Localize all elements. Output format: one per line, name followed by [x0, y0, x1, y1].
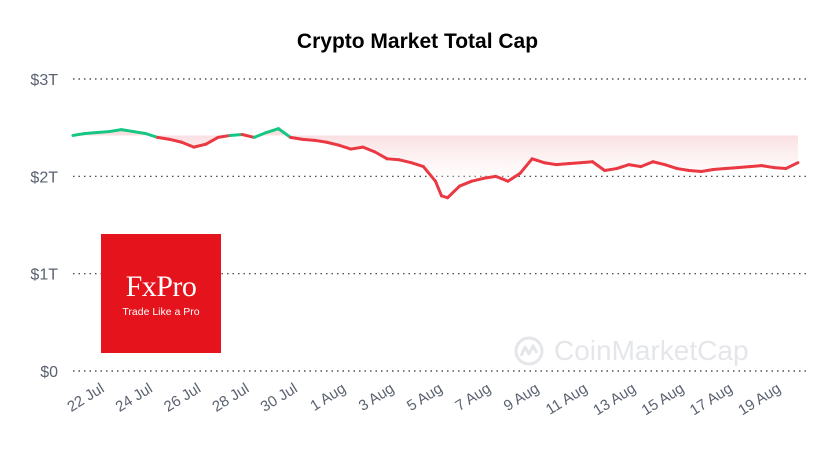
series-segment: [180, 140, 196, 149]
series-segment: [494, 174, 510, 183]
series-segment: [301, 137, 317, 142]
series-segment: [83, 131, 99, 136]
fxpro-logo-name: FxPro: [125, 270, 197, 303]
series-segment: [337, 143, 353, 151]
series-segment: [433, 179, 443, 198]
series-segment: [325, 140, 341, 147]
series-segment: [228, 132, 244, 137]
y-tick-label: $2T: [30, 169, 58, 186]
y-tick-label: $3T: [30, 72, 58, 89]
x-tick-label: 19 Aug: [735, 380, 784, 419]
x-tick-label: 3 Aug: [356, 380, 398, 415]
x-tick-label: 9 Aug: [501, 380, 543, 415]
series-segment: [95, 130, 111, 135]
series-segment: [131, 130, 147, 136]
y-tick-label: $1T: [30, 267, 58, 284]
x-tick-label: 26 Jul: [161, 380, 204, 416]
coinmarketcap-icon: [514, 336, 544, 366]
series-segment: [687, 168, 703, 173]
series-segment: [458, 179, 474, 188]
fxpro-logo: FxPro Trade Like a Pro: [101, 234, 221, 353]
series-segment: [240, 132, 256, 139]
series-segment: [397, 158, 413, 165]
series-segment: [421, 165, 437, 183]
series-segment: [542, 161, 558, 167]
series-segment: [252, 131, 268, 139]
coinmarketcap-watermark: CoinMarketCap: [514, 335, 749, 367]
series-segment: [276, 127, 292, 139]
series-segment: [651, 160, 667, 167]
series-segment: [711, 167, 727, 172]
series-segment: [470, 176, 486, 183]
series-segment: [663, 163, 679, 171]
x-tick-label: 28 Jul: [209, 380, 252, 416]
series-segment: [578, 160, 595, 165]
series-segment: [192, 142, 208, 149]
series-segment: [566, 161, 582, 166]
series-segment: [675, 167, 691, 172]
series-segment: [288, 135, 305, 141]
x-tick-label: 5 Aug: [404, 380, 446, 415]
x-tick-label: 11 Aug: [543, 380, 591, 419]
series-segment: [349, 145, 365, 151]
series-segment: [615, 163, 631, 171]
series-segment: [119, 128, 135, 134]
area-fill: [73, 128, 798, 198]
series-segment: [143, 132, 160, 139]
series-segment: [506, 171, 522, 183]
x-tick-label: 15 Aug: [639, 380, 688, 419]
x-tick-label: 24 Jul: [113, 380, 156, 416]
series-segment: [699, 168, 715, 173]
series-segment: [264, 127, 280, 135]
x-tick-label: 22 Jul: [64, 380, 107, 416]
series-segment: [591, 160, 607, 172]
series-segment: [518, 157, 534, 175]
fxpro-logo-tagline: Trade Like a Pro: [122, 306, 200, 318]
series-segment: [723, 166, 740, 171]
series-segment: [627, 163, 643, 169]
series-segment: [107, 128, 123, 134]
series-segment: [168, 137, 184, 144]
x-tick-label: 17 Aug: [687, 380, 736, 419]
series-segment: [373, 150, 389, 161]
x-tick-label: 1 Aug: [307, 380, 349, 415]
series-segment: [446, 184, 462, 200]
series-segment: [736, 165, 752, 170]
x-tick-label: 13 Aug: [590, 380, 639, 419]
series-segment: [313, 138, 329, 144]
series-segment: [409, 161, 425, 169]
series-segment: [204, 135, 220, 146]
series-segment: [385, 157, 401, 162]
series-segment: [554, 162, 570, 167]
x-tick-label: 7 Aug: [452, 380, 494, 415]
series-segment: [216, 133, 232, 139]
series-segment: [156, 135, 172, 141]
series-segment: [71, 132, 87, 137]
series-segment: [760, 164, 776, 170]
series-segment: [784, 161, 800, 171]
series-segment: [748, 164, 764, 169]
series-segment: [772, 166, 788, 171]
x-tick-label: 30 Jul: [258, 380, 301, 416]
chart-title: Crypto Market Total Cap: [296, 30, 539, 53]
series-segment: [530, 157, 546, 165]
watermark-text: CoinMarketCap: [554, 335, 749, 366]
series-segment: [361, 145, 377, 154]
series-segment: [603, 167, 619, 172]
y-tick-label: $0: [40, 364, 58, 381]
series-segment: [482, 174, 498, 180]
series-segment: [639, 160, 655, 169]
